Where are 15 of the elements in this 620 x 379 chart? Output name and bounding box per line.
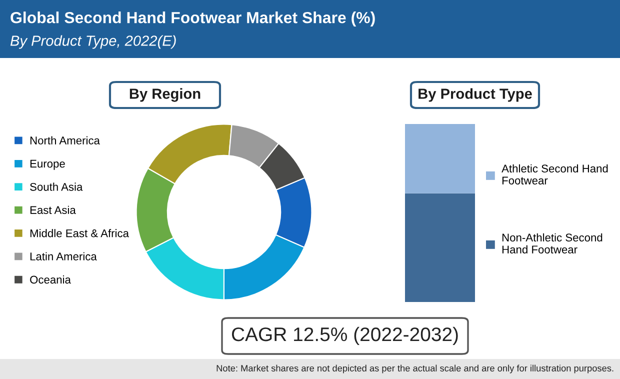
text: Note: Market shares are not depicted as per the actual scale and are only for illustration purposes. (216, 364, 614, 374)
legend-label: Latin America (30, 252, 97, 260)
chart-title: By Product Type (418, 88, 532, 102)
legend-label: Non-Athletic Second Hand Footwear (502, 233, 602, 254)
legend-label: Oceania (30, 275, 71, 284)
legend-label: Athletic Second Hand Footwear (502, 164, 608, 184)
text: By Product Type, 2022(E) (10, 35, 176, 49)
chart-title: By Region (130, 88, 200, 102)
text: CAGR 12.5% (2022-2032) (232, 326, 458, 346)
legend-label: Europe (30, 160, 65, 170)
legend-label: East Asia (30, 206, 76, 214)
legend-label: South Asia (30, 182, 83, 191)
text: Global Second Hand Footwear Market Share (%) (10, 12, 375, 26)
legend-label: Middle East & Africa (30, 229, 129, 238)
legend-label: North America (30, 136, 100, 144)
